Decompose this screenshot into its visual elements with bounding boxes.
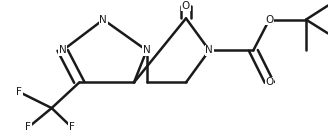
- Text: N: N: [205, 45, 213, 55]
- Text: O: O: [265, 15, 274, 25]
- Text: F: F: [25, 122, 31, 132]
- Text: O: O: [265, 77, 274, 87]
- Text: N: N: [143, 45, 151, 55]
- Text: O: O: [182, 1, 190, 11]
- Text: N: N: [59, 45, 67, 55]
- Text: N: N: [99, 15, 107, 25]
- Text: F: F: [16, 87, 22, 97]
- Text: F: F: [69, 122, 74, 132]
